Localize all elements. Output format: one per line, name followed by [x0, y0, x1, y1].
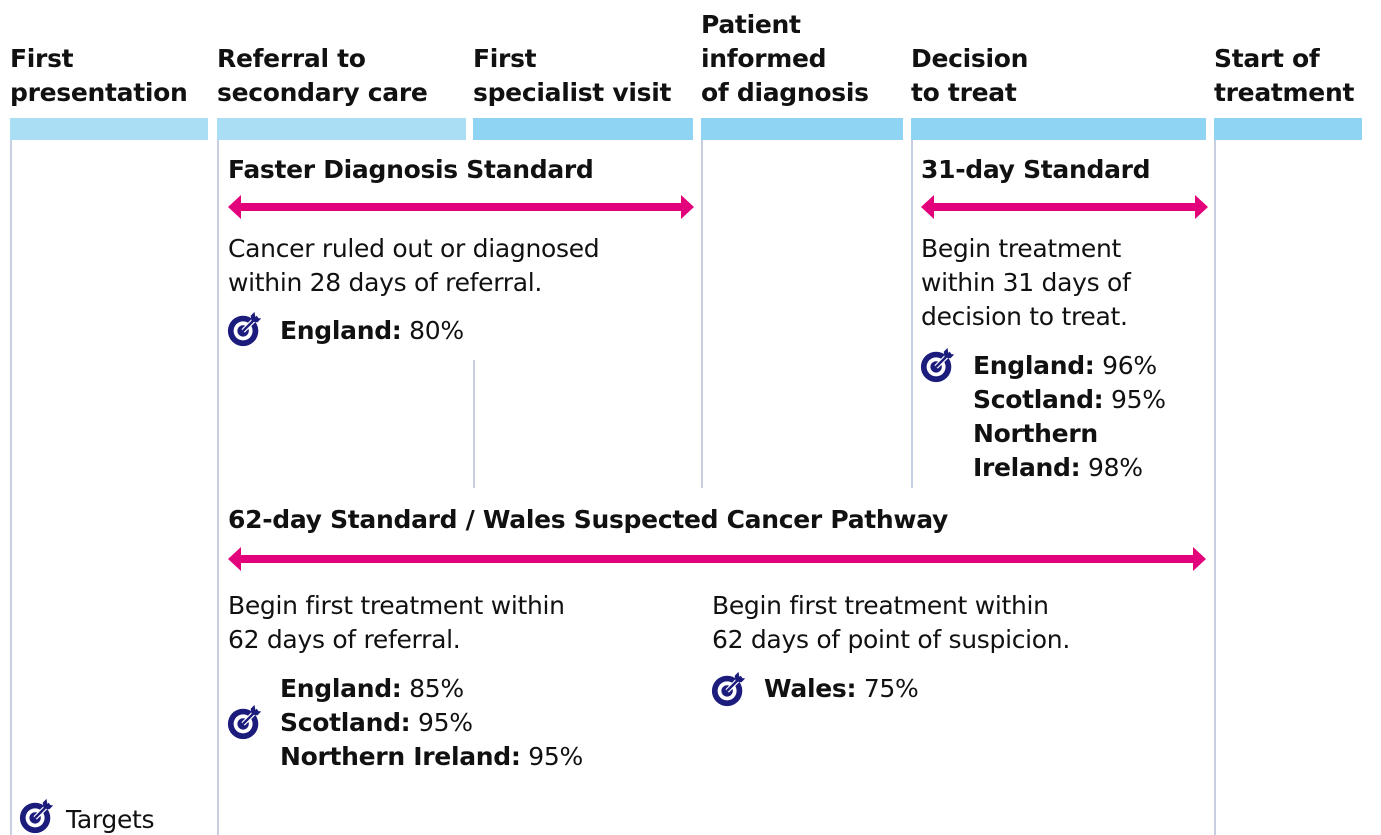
span-arrow — [228, 547, 1206, 571]
column-line — [911, 140, 913, 488]
target-row: England: 85% — [280, 672, 583, 706]
target-list: Wales: 75% — [764, 672, 919, 706]
target-icon — [226, 703, 264, 741]
target-list: England: 80% — [280, 314, 464, 348]
stage-label: First presentation — [10, 44, 188, 107]
standard-title: 62-day Standard / Wales Suspected Cancer… — [228, 505, 949, 534]
stage-bar — [701, 118, 903, 140]
target-icon — [919, 346, 957, 384]
target-region: England: — [280, 316, 402, 345]
stage-bar — [473, 118, 693, 140]
target-value: 75% — [863, 674, 919, 703]
column-line — [10, 140, 12, 835]
target-region: Scotland: — [280, 708, 411, 737]
target-row: England: 96% — [973, 349, 1166, 383]
target-icon — [18, 797, 56, 835]
target-icon — [710, 670, 748, 708]
standard-description: Begin first treatment within 62 days of … — [712, 591, 1070, 654]
target-icon — [226, 310, 264, 348]
column-line — [217, 140, 219, 835]
target-value: 85% — [409, 674, 464, 703]
span-arrow — [921, 195, 1208, 219]
target-region: Northern Ireland: — [973, 419, 1098, 482]
stage-bar — [217, 118, 466, 140]
stage-bar — [10, 118, 208, 140]
target-row: Scotland: 95% — [973, 383, 1166, 417]
standard-description: Begin first treatment within 62 days of … — [228, 591, 565, 654]
column-line — [701, 140, 703, 488]
target-value: 95% — [1111, 385, 1166, 414]
target-region: Wales: — [764, 674, 857, 703]
standard-title: Faster Diagnosis Standard — [228, 155, 594, 184]
stage-label: Patient informed of diagnosis — [701, 10, 869, 107]
target-value: 95% — [418, 708, 473, 737]
target-row: Northern Ireland: 95% — [280, 740, 583, 774]
target-list: England: 96% Scotland: 95% Northern Irelan… — [973, 349, 1166, 485]
standard-description: Cancer ruled out or diagnosed within 28 … — [228, 234, 600, 297]
legend-label: Targets — [66, 805, 155, 834]
target-row: England: 80% — [280, 314, 464, 348]
span-arrow — [228, 195, 694, 219]
standard-title: 31-day Standard — [921, 155, 1151, 184]
column-line — [1214, 140, 1216, 835]
target-region: Northern Ireland: — [280, 742, 521, 771]
column-line — [473, 360, 475, 488]
target-list: England: 85% Scotland: 95% Northern Irelan… — [280, 672, 583, 774]
target-region: England: — [973, 351, 1095, 380]
stage-label: Decision to treat — [911, 44, 1029, 107]
stage-bar — [911, 118, 1206, 140]
stage-label: First specialist visit — [473, 44, 672, 107]
target-value: 80% — [409, 316, 464, 345]
target-region: England: — [280, 674, 402, 703]
target-row: Northern Ireland: 98% — [973, 417, 1166, 485]
target-row: Wales: 75% — [764, 672, 919, 706]
target-value: 95% — [528, 742, 583, 771]
target-value: 96% — [1102, 351, 1157, 380]
target-value: 98% — [1087, 453, 1143, 482]
standard-description: Begin treatment within 31 days of decisi… — [921, 234, 1131, 331]
stage-label: Referral to secondary care — [217, 44, 428, 107]
stage-bar — [1214, 118, 1362, 140]
target-row: Scotland: 95% — [280, 706, 583, 740]
stage-label: Start of treatment — [1214, 44, 1355, 107]
target-region: Scotland: — [973, 385, 1104, 414]
